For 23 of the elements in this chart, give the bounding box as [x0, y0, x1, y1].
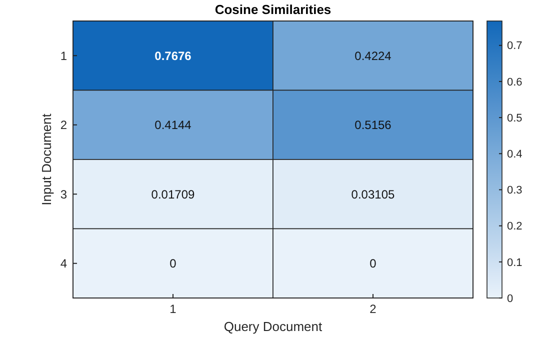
color-bar-label: 0.3	[507, 184, 522, 197]
color-bar-label: 0.1	[507, 256, 522, 269]
data-label: 0.4144	[154, 118, 192, 132]
color-bar-label: 0.7	[507, 40, 522, 52]
y-tick-label: 2	[60, 118, 68, 132]
y-axis-title: Input Document	[39, 113, 54, 206]
data-label: 0	[370, 256, 377, 271]
y-tick-label: 3	[60, 187, 68, 202]
data-label: 0.4224	[354, 48, 392, 63]
color-bar-label: 0	[507, 292, 514, 305]
data-label: 0	[170, 256, 177, 271]
y-tick-label: 4	[60, 256, 68, 271]
y-tick-label: 1	[60, 48, 68, 63]
x-axis-title: Query Document	[224, 319, 323, 334]
color-bar-label: 0.6	[507, 76, 522, 88]
data-label: 0.5156	[354, 118, 392, 132]
data-label: 0.03105	[351, 187, 396, 202]
color-bar-label: 0.5	[507, 112, 522, 124]
chart-title: Cosine Similarities	[214, 2, 332, 17]
color-bar-label: 0.4	[507, 148, 522, 161]
data-label: 0.7676	[154, 48, 192, 63]
data-label: 0.01709	[151, 187, 196, 202]
color-bar-label: 0.2	[507, 220, 522, 233]
